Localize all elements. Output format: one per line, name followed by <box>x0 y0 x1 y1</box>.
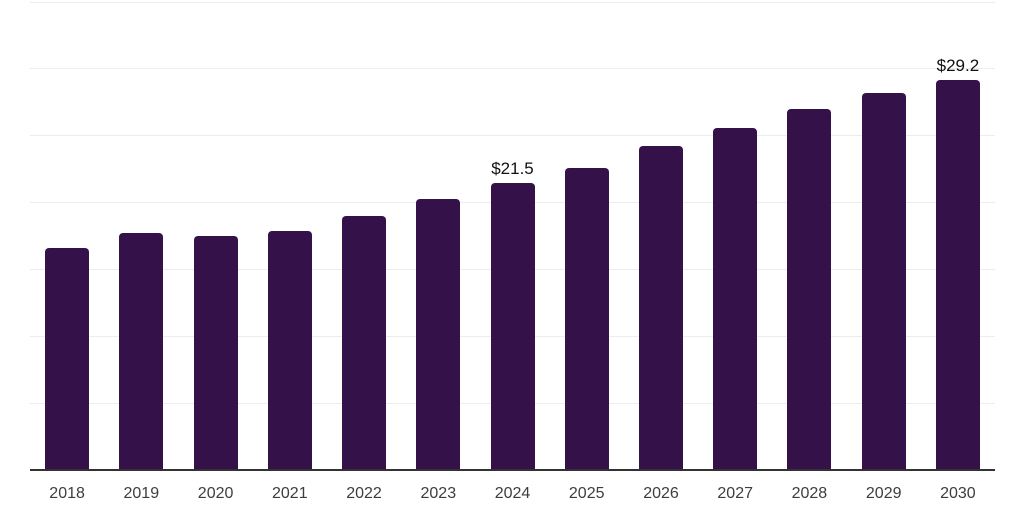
data-label-2030: $29.2 <box>936 55 980 75</box>
bar-2021 <box>267 230 312 470</box>
bar-2026 <box>639 146 683 470</box>
data-label-2024: $21.5 <box>491 158 534 178</box>
x-tick-label: 2030 <box>940 485 976 502</box>
bar-2030 <box>935 79 980 470</box>
bar-2023 <box>416 198 461 470</box>
gridline <box>30 1 995 3</box>
x-tick-label: 2022 <box>346 485 382 502</box>
x-tick-label: 2019 <box>123 485 160 502</box>
bar-2020 <box>193 236 238 470</box>
gridline <box>30 135 995 137</box>
x-tick-label: 2026 <box>643 485 679 502</box>
bar-2022 <box>342 215 386 470</box>
x-tick-label: 2028 <box>791 485 828 502</box>
bar-2018 <box>45 248 90 470</box>
x-tick-label: 2023 <box>420 485 457 502</box>
bar-2019 <box>119 233 164 470</box>
x-tick-label: 2018 <box>49 485 85 502</box>
bar-2029 <box>861 92 906 470</box>
bar-2024 <box>490 182 535 470</box>
bar-2027 <box>713 127 758 470</box>
x-tick-label: 2025 <box>568 485 605 502</box>
x-axis-line <box>30 469 995 471</box>
x-tick-label: 2029 <box>865 485 902 502</box>
bar-2025 <box>564 167 609 470</box>
bar-2028 <box>787 109 832 470</box>
x-tick-label: 2024 <box>494 485 531 502</box>
x-tick-label: 2027 <box>717 485 753 502</box>
gridline <box>30 68 995 70</box>
x-tick-label: 2020 <box>197 485 234 502</box>
x-tick-label: 2021 <box>272 485 308 502</box>
